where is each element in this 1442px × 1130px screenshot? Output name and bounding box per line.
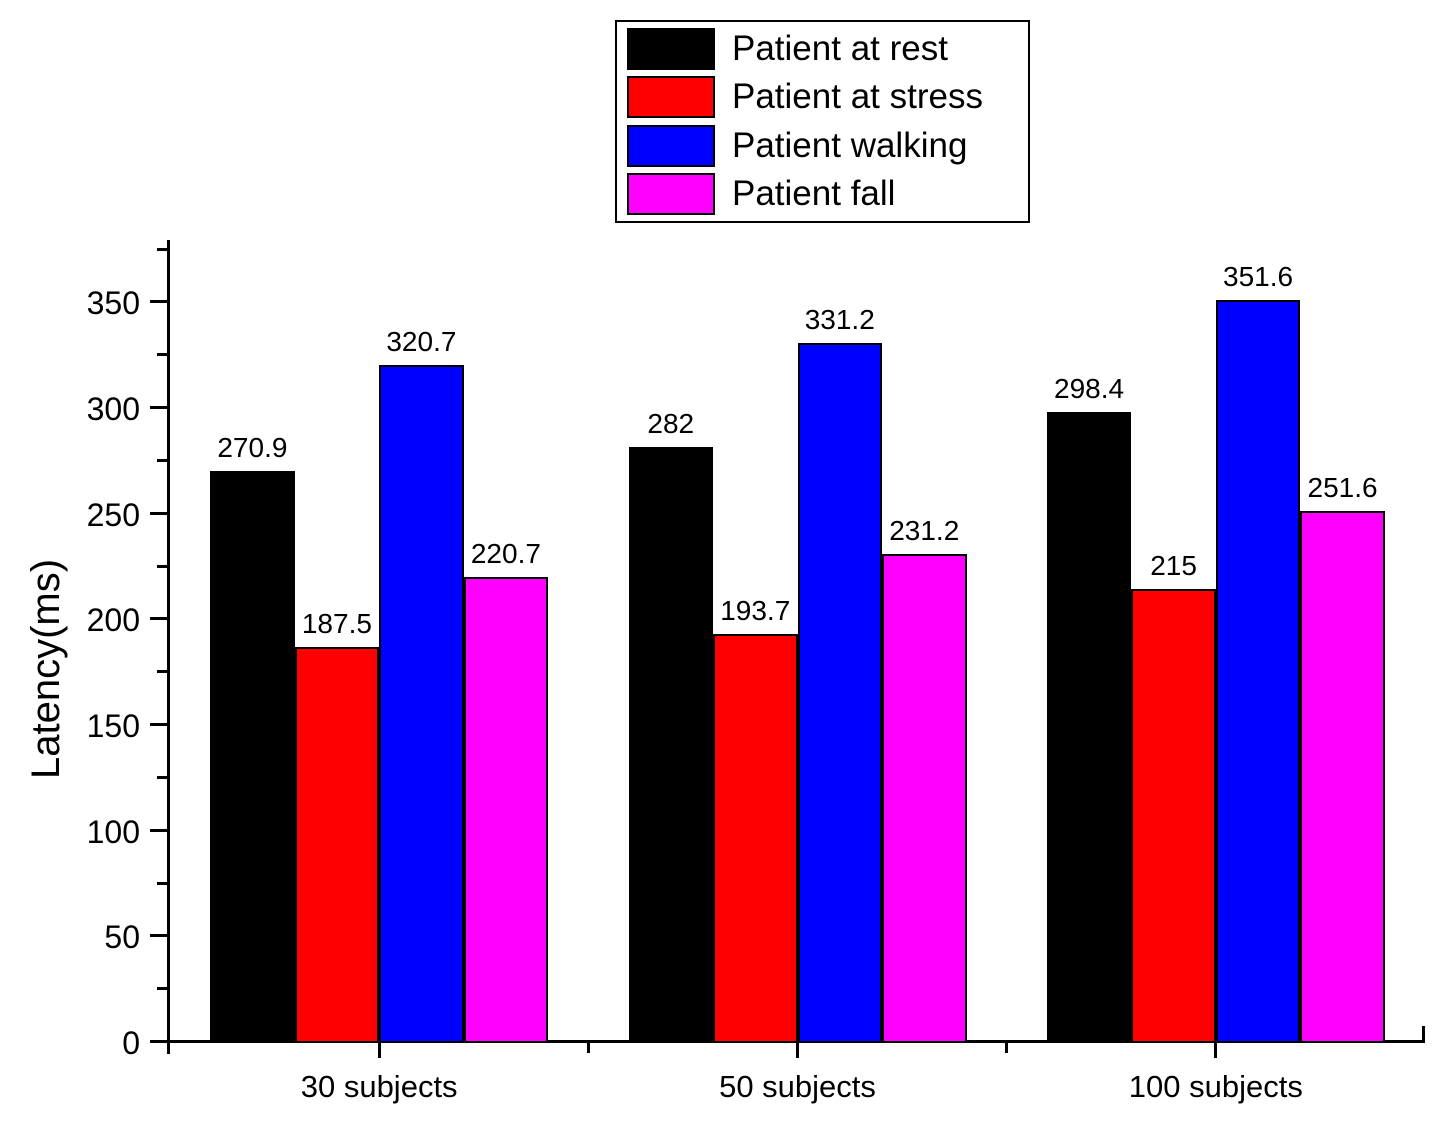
legend-label-patient-walking: Patient walking — [732, 125, 968, 165]
y-axis-tick-label: 150 — [86, 708, 140, 745]
y-axis-tick-label: 0 — [122, 1025, 140, 1061]
x-axis-major-tick — [1214, 1043, 1218, 1058]
y-axis-major-tick — [150, 406, 167, 410]
legend-swatch-patient-at-stress — [627, 76, 715, 119]
bar-value-label: 187.5 — [301, 607, 372, 639]
legend-label-patient-at-stress: Patient at stress — [732, 77, 983, 117]
y-axis-tick-label: 200 — [86, 602, 140, 639]
bar-value-label: 215 — [1150, 549, 1197, 581]
y-axis-tick-label: 350 — [86, 285, 140, 322]
legend: Patient at rest Patient at stress Patien… — [615, 20, 1030, 223]
y-axis-major-tick — [150, 934, 167, 938]
bar-value-label: 351.6 — [1223, 261, 1294, 292]
bar-value-label: 320.7 — [386, 326, 457, 358]
y-axis-major-tick — [150, 828, 167, 832]
x-axis-minor-tick — [586, 1043, 590, 1053]
x-axis-major-tick — [796, 1043, 799, 1058]
bar-value-label: 331.2 — [804, 304, 875, 336]
bar-patient-at-rest — [1046, 412, 1132, 1043]
x-axis-category-label: 30 subjects — [300, 1069, 458, 1104]
bar-value-label: 193.7 — [720, 594, 791, 626]
bar-patient-walking — [379, 365, 464, 1043]
legend-item-patient-walking: Patient walking — [627, 124, 1024, 167]
y-axis-minor-tick — [157, 987, 167, 991]
bar-patient-at-rest — [210, 470, 295, 1043]
y-axis-major-tick — [150, 511, 167, 515]
x-axis-category-label: 100 subjects — [1128, 1069, 1303, 1104]
y-axis-major-tick — [150, 617, 167, 621]
x-axis-category-label: 50 subjects — [719, 1069, 876, 1104]
bar-value-label: 282 — [647, 408, 695, 440]
bar-patient-fall — [463, 576, 549, 1043]
bar-patient-walking — [797, 343, 882, 1043]
x-axis-major-tick — [377, 1043, 381, 1058]
legend-label-patient-fall: Patient fall — [732, 173, 896, 213]
legend-item-patient-at-rest: Patient at rest — [627, 28, 1024, 71]
bar-value-label: 231.2 — [889, 515, 960, 547]
bar-patient-fall — [1300, 511, 1385, 1043]
y-axis-minor-tick — [157, 247, 167, 251]
y-axis-major-tick — [150, 300, 167, 304]
y-axis-minor-tick — [157, 458, 167, 462]
bar-value-label: 270.9 — [217, 431, 288, 463]
legend-swatch-patient-fall — [627, 172, 715, 215]
bar-patient-fall — [882, 554, 967, 1043]
x-axis-minor-tick — [1005, 1043, 1009, 1053]
legend-item-patient-at-stress: Patient at stress — [627, 76, 1024, 119]
bar-value-label: 251.6 — [1307, 472, 1378, 504]
y-axis-tick-label: 300 — [86, 391, 140, 428]
y-axis-tick-label: 100 — [86, 813, 140, 850]
y-axis-minor-tick — [157, 775, 167, 779]
y-axis-line — [167, 240, 170, 1054]
bar-patient-at-rest — [628, 447, 713, 1043]
bar-patient-walking — [1215, 300, 1301, 1043]
y-axis-minor-tick — [157, 881, 167, 885]
bar-patient-at-stress — [1131, 588, 1216, 1043]
legend-item-patient-fall: Patient fall — [627, 172, 1024, 215]
bar-patient-at-stress — [713, 633, 798, 1043]
y-axis-major-tick — [150, 723, 167, 727]
legend-swatch-patient-walking — [627, 124, 715, 167]
legend-label-patient-at-rest: Patient at rest — [732, 29, 948, 69]
bar-value-label: 220.7 — [470, 537, 541, 569]
y-axis-tick-label: 250 — [86, 496, 140, 533]
y-axis-major-tick — [150, 1040, 167, 1043]
y-axis-minor-tick — [157, 564, 167, 568]
x-axis-end-tick — [1422, 1026, 1425, 1040]
y-axis-tick-label: 50 — [104, 919, 140, 956]
legend-swatch-patient-at-rest — [627, 28, 715, 71]
y-axis-minor-tick — [157, 670, 167, 674]
bar-value-label: 298.4 — [1054, 373, 1125, 405]
bar-patient-at-stress — [294, 646, 380, 1043]
y-axis-minor-tick — [157, 353, 167, 357]
